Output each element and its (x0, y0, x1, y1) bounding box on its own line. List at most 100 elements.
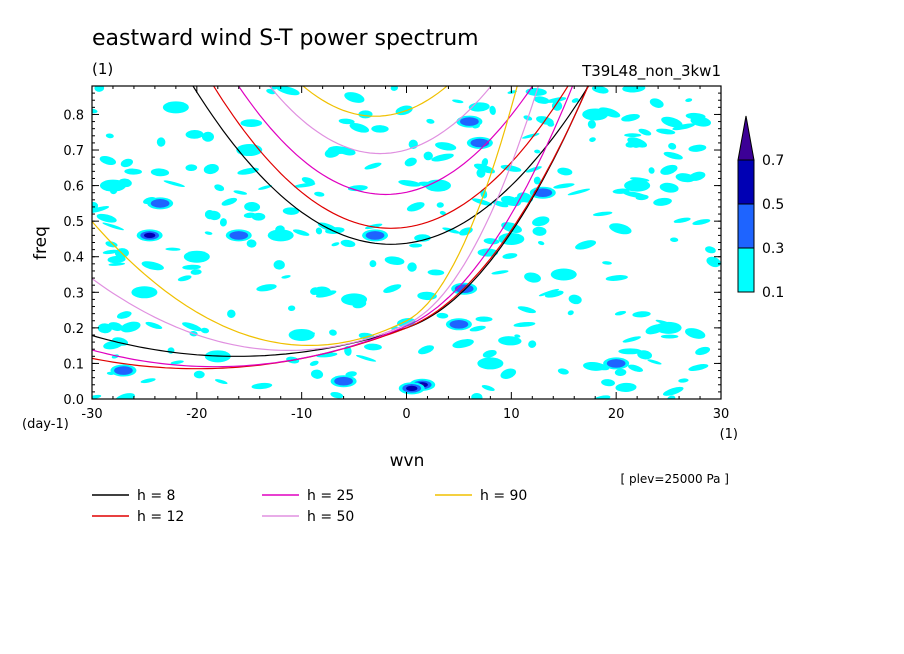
power-speckle (436, 312, 449, 319)
power-speckle (358, 110, 373, 119)
run-label: T39L48_non_3kw1 (581, 62, 721, 81)
power-speckle (628, 364, 644, 372)
power-speckle (618, 348, 642, 355)
power-blob (406, 385, 418, 391)
legend-label: h = 12 (137, 509, 184, 525)
power-speckle (538, 288, 560, 297)
power-speckle (363, 343, 382, 351)
colorbar-segment (737, 203, 755, 249)
y-tick-label: 0.2 (63, 322, 84, 337)
power-blob (162, 101, 189, 114)
power-blob (229, 231, 249, 240)
colorbar-arrow (737, 115, 755, 161)
power-speckle (660, 334, 679, 339)
power-speckle (435, 142, 457, 151)
legend-label: h = 25 (307, 488, 354, 504)
power-speckle (310, 369, 324, 379)
power-blob (114, 366, 133, 375)
power-speckle (482, 349, 497, 358)
power-speckle (672, 123, 696, 131)
power-blob (131, 286, 158, 299)
power-speckle (273, 260, 285, 270)
x-tick-label: -30 (81, 407, 102, 422)
power-speckle (185, 130, 204, 139)
power-speckle (431, 153, 454, 162)
y-tick-label: 0.0 (63, 393, 84, 408)
power-speckle (281, 275, 291, 279)
colorbar-segment (737, 159, 755, 205)
power-speckle (513, 321, 536, 327)
power-speckle (591, 86, 609, 94)
power-speckle (605, 275, 628, 281)
power-speckle (193, 370, 205, 379)
power-speckle (258, 185, 273, 190)
power-speckle (120, 158, 133, 168)
y-tick-label: 0.7 (63, 144, 84, 159)
y-axis-unit: (day-1) (22, 417, 69, 432)
colorbar-label: 0.1 (762, 285, 784, 301)
power-speckle (383, 284, 402, 293)
power-speckle (567, 188, 591, 196)
power-speckle (598, 107, 621, 118)
power-speckle (621, 113, 640, 122)
power-speckle (331, 242, 340, 247)
power-speckle (371, 125, 389, 133)
power-speckle (587, 362, 610, 371)
power-speckle (638, 128, 652, 136)
power-speckle (637, 350, 653, 360)
power-speckle (315, 227, 323, 235)
power-speckle (219, 218, 227, 227)
power-speckle (614, 368, 627, 377)
power-speckle (256, 284, 277, 292)
power-speckle (491, 270, 509, 275)
power-speckle (406, 202, 425, 212)
power-speckle (678, 378, 689, 383)
power-speckle (345, 371, 357, 377)
power-speckle (200, 327, 210, 334)
legend-label: h = 50 (307, 509, 354, 525)
power-speckle (459, 227, 473, 236)
power-blob (460, 117, 479, 126)
power-speckle (688, 144, 707, 152)
power-speckle (338, 118, 355, 125)
dispersion-curve (268, 86, 492, 155)
x-axis-unit: (1) (720, 427, 738, 442)
curve-legend: h = 8 h = 12 h = 25 h = 50 h = 90 (92, 488, 527, 525)
power-speckle (271, 86, 279, 90)
power-speckle (426, 118, 435, 124)
power-speckle (244, 202, 261, 212)
power-speckle (695, 346, 711, 356)
power-speckle (481, 385, 495, 392)
power-speckle (622, 336, 641, 343)
power-blob (365, 231, 385, 240)
dispersion-curve (237, 86, 534, 196)
power-speckle (165, 247, 181, 251)
power-speckle (500, 164, 522, 172)
power-speckle (567, 310, 574, 316)
y-tick-label: 0.3 (63, 286, 84, 301)
power-speckle (659, 182, 679, 193)
x-axis-label: wvn (390, 451, 425, 471)
power-speckle (190, 269, 202, 275)
colorbar-label: 0.3 (762, 241, 784, 257)
power-speckle (452, 339, 474, 349)
power-speckle (624, 133, 642, 138)
power-speckle (116, 311, 132, 319)
power-speckle (502, 253, 518, 259)
power-speckle (102, 249, 119, 255)
power-speckle (673, 217, 691, 223)
power-blob (236, 144, 263, 157)
power-speckle (156, 137, 166, 147)
power-blob (288, 328, 315, 341)
power-speckle (568, 294, 582, 305)
power-speckle (648, 167, 655, 174)
power-speckle (310, 287, 320, 295)
power-speckle (349, 123, 370, 133)
power-speckle (108, 322, 123, 331)
power-blob (477, 357, 504, 370)
power-speckle (201, 131, 215, 142)
power-speckle (524, 272, 541, 283)
level-note: [ plev=25000 Pa ] (620, 472, 729, 486)
power-speckle (404, 157, 417, 167)
